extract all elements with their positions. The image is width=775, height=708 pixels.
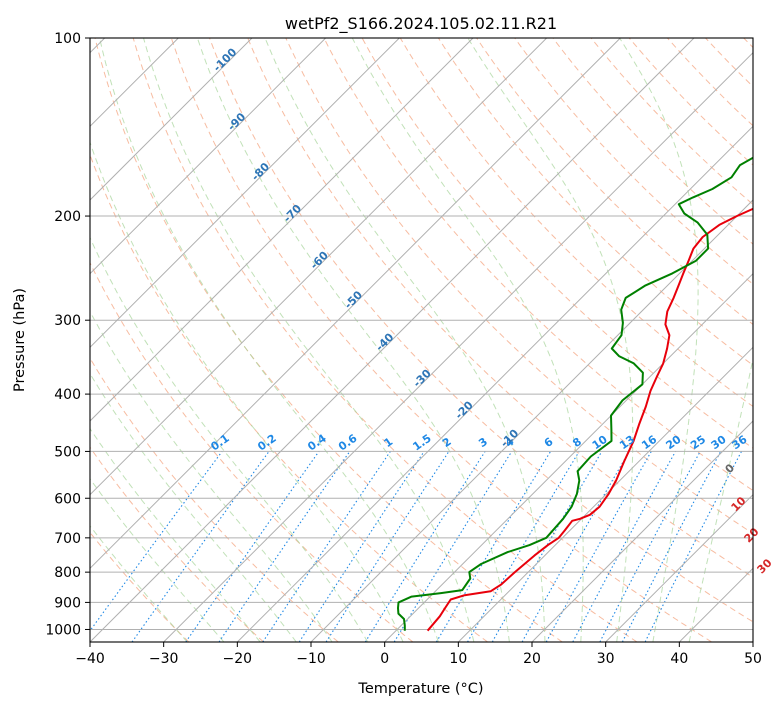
dry-adiabat xyxy=(285,38,753,535)
isotherm-line xyxy=(531,420,753,642)
dry-adiabat xyxy=(94,38,563,642)
x-tick-label: −30 xyxy=(149,651,179,667)
moist-adiabat xyxy=(99,38,439,642)
grid-lines xyxy=(90,38,753,642)
mixing-ratio-line xyxy=(325,451,450,642)
mixing-ratio-line xyxy=(90,451,223,632)
moist-adiabat xyxy=(90,236,369,642)
dry-adiabat xyxy=(476,38,753,326)
moist-adiabat xyxy=(467,38,634,642)
x-tick-label: −40 xyxy=(75,651,105,667)
dry-adiabat xyxy=(90,357,339,642)
isotherm-line xyxy=(163,51,753,642)
y-axis-title: Pressure (hPa) xyxy=(12,288,28,392)
isotherm-line xyxy=(90,38,400,349)
warm-isotherm-label: 30 xyxy=(755,556,775,576)
moist-adiabat xyxy=(90,310,333,642)
warm-isotherm-label: 40 xyxy=(771,584,775,604)
dewpoint-profile-line xyxy=(397,156,753,631)
x-tick-label: 40 xyxy=(670,651,688,667)
x-tick-label: 50 xyxy=(744,651,762,667)
mixing-ratio-line xyxy=(262,451,391,642)
dry-adiabat xyxy=(247,38,753,578)
isotherm-line xyxy=(605,493,753,642)
y-tick-label: 100 xyxy=(54,31,81,47)
axes: −40 −30 −20 −10 0 10 20 30 40 50 100 200 300 400 500 60… xyxy=(45,31,762,667)
dry-adiabat xyxy=(90,261,414,642)
isotherm-line xyxy=(90,38,474,422)
x-tick-label: 10 xyxy=(449,651,467,667)
y-tick-label: 700 xyxy=(54,531,81,547)
chart-title: wetPf2_S166.2024.105.02.11.R21 xyxy=(285,14,557,34)
moist-adiabat xyxy=(90,525,188,642)
isotherm-line xyxy=(236,125,753,642)
x-tick-label: 20 xyxy=(523,651,541,667)
moist-adiabat xyxy=(143,38,475,642)
y-tick-label: 200 xyxy=(54,209,81,225)
moist-adiabat xyxy=(90,427,261,642)
moist-adiabat xyxy=(688,356,753,642)
isotherm-line xyxy=(384,272,753,642)
mixing-ratio-line xyxy=(393,451,513,642)
dry-adiabat xyxy=(90,446,264,642)
dry-adiabat xyxy=(323,38,753,492)
x-tick-label: −10 xyxy=(296,651,326,667)
dry-adiabat xyxy=(209,38,753,623)
background-lines xyxy=(90,38,753,642)
moist-adiabat xyxy=(90,477,225,642)
isotherm-line xyxy=(90,38,253,201)
mixing-ratio-line xyxy=(218,451,351,642)
moist-adiabat xyxy=(90,372,297,642)
isotherm-line xyxy=(752,641,753,642)
x-axis-title: Temperature (°C) xyxy=(357,681,483,697)
mixing-ratio-line xyxy=(644,451,742,642)
plot-frame xyxy=(89,37,754,643)
x-tick-label: −20 xyxy=(223,651,253,667)
temperature-profile-line xyxy=(426,207,753,632)
isotherm-line xyxy=(310,199,753,642)
mixing-ratio-line xyxy=(298,451,425,642)
moist-adiabat xyxy=(264,38,546,642)
y-tick-label: 400 xyxy=(54,387,81,403)
isotherm-line xyxy=(90,38,695,642)
dry-adiabat xyxy=(170,38,712,642)
mixing-ratio-line xyxy=(572,451,676,642)
dry-adiabat xyxy=(132,38,638,642)
y-tick-label: 500 xyxy=(54,444,81,460)
y-tick-label: 800 xyxy=(54,565,81,581)
isotherm-line xyxy=(90,38,548,496)
isotherm-line xyxy=(90,38,621,570)
isotherm-line xyxy=(457,346,753,642)
x-tick-label: 30 xyxy=(597,651,615,667)
dry-adiabat xyxy=(514,38,753,285)
y-tick-label: 600 xyxy=(54,491,81,507)
mixing-ratio-line xyxy=(545,451,652,642)
profile-series xyxy=(397,156,753,632)
mixing-ratio-line xyxy=(185,451,320,642)
y-tick-label: 900 xyxy=(54,595,81,611)
y-tick-label: 1000 xyxy=(45,622,81,638)
moist-adiabat xyxy=(196,38,510,642)
moist-adiabat xyxy=(619,38,699,642)
plot-background xyxy=(90,38,753,642)
isotherm-line xyxy=(90,38,327,275)
y-tick-label: 300 xyxy=(54,313,81,329)
x-tick-label: 0 xyxy=(380,651,389,667)
mixing-ratio-line xyxy=(521,451,630,642)
